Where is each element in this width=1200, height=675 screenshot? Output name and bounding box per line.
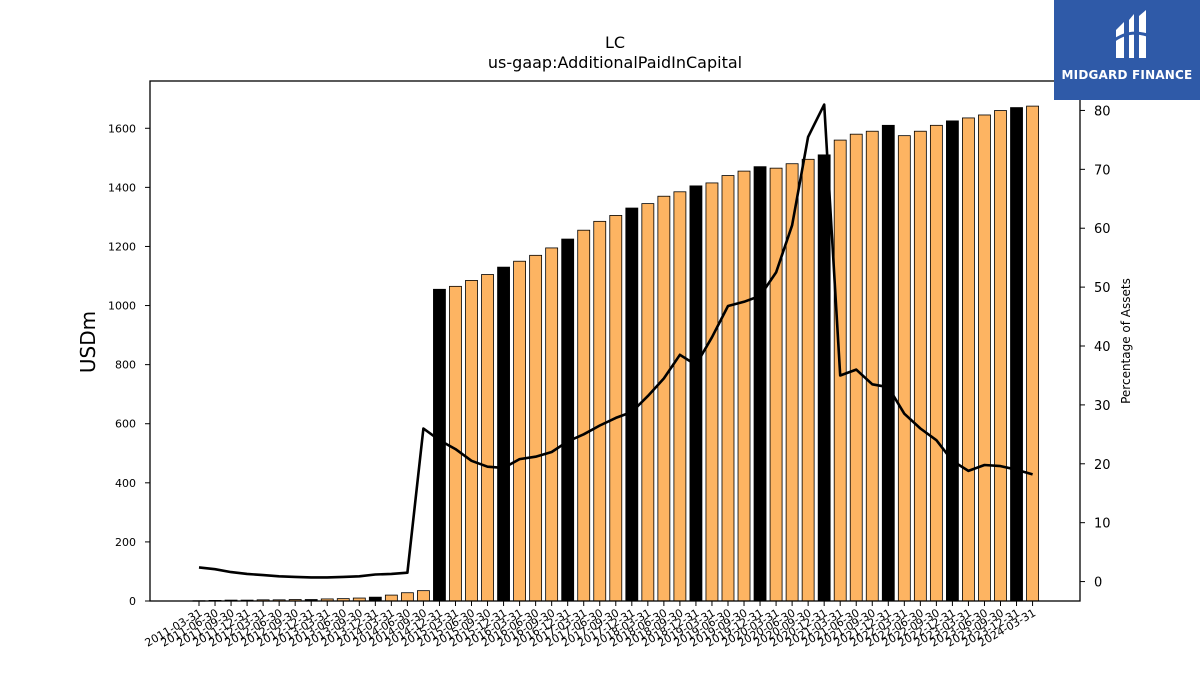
bar-2016-09-30 [545,247,559,602]
y-tick-label: 400 [115,477,136,490]
y-tick-label: 1600 [108,122,136,135]
bar-2023-12-31 [1010,107,1023,602]
y-tick-label: 1400 [108,181,136,194]
y-axis-left: 0 200 400 600 800 1000 1200 1400 1600 [108,122,150,608]
bar-2015-09-30 [481,274,494,602]
plot-frame [149,80,1081,602]
bar-2023-09-30 [994,110,1007,602]
bar-2021-09-30 [865,130,879,602]
brand-logo: MIDGARD FINANCE [1054,0,1200,100]
bar-2016-12-31 [561,238,575,602]
bar-2022-09-30 [929,124,943,602]
bar-2017-03-31 [577,229,591,602]
bars-group [192,105,1039,602]
y2-tick-label: 60 [1094,222,1111,237]
bar-2015-03-31 [449,285,462,602]
bar-2018-12-31 [689,185,703,602]
bar-2020-06-30 [785,163,799,602]
bar-2024-03-31 [1026,105,1039,602]
bar-2015-12-31 [497,266,510,602]
bar-2016-03-31 [513,260,526,602]
chart-title: LC [605,33,625,52]
y2-tick-label: 50 [1094,281,1111,296]
bar-2014-06-30 [400,592,414,602]
bar-2020-12-31 [817,154,831,602]
x-axis: 2011-03-312011-06-302011-09-302011-12-31… [143,601,1038,650]
y2-tick-label: 20 [1094,458,1111,473]
y-tick-label: 800 [115,359,136,372]
y-axis-label: USDm [76,311,100,373]
bar-2022-03-31 [897,135,911,602]
y-axis-right: 0 10 20 30 40 50 60 70 80 [1080,104,1111,591]
bar-2020-09-30 [801,158,815,602]
y2-tick-label: 10 [1094,517,1111,532]
bar-2023-03-31 [962,117,975,602]
bar-2014-03-31 [384,594,398,602]
bar-2021-12-31 [881,124,895,602]
y2-tick-label: 40 [1094,340,1111,355]
bar-2018-06-30 [657,195,671,602]
percentage-of-assets-line [198,103,1033,579]
bar-2018-09-30 [673,191,687,602]
bar-2017-12-31 [625,207,639,602]
bar-2017-06-30 [593,220,607,602]
bar-2021-06-30 [849,133,863,602]
bar-2019-06-30 [721,175,735,602]
bar-2016-06-30 [529,254,543,602]
bar-2019-09-30 [737,170,751,602]
bar-2015-06-30 [465,280,478,602]
y-tick-label: 0 [129,595,136,608]
y-tick-label: 600 [115,418,136,431]
chart-subtitle: us-gaap:AdditionalPaidInCapital [488,53,742,72]
bar-2019-12-31 [753,166,767,602]
y2-tick-label: 80 [1094,104,1111,119]
bar-2017-09-30 [609,215,623,602]
bar-2023-06-30 [978,114,991,602]
bar-2014-12-31 [433,288,446,602]
y-tick-label: 1000 [108,300,136,313]
brand-name: MIDGARD FINANCE [1061,68,1193,82]
y2-tick-label: 0 [1094,576,1102,591]
y2-tick-label: 30 [1094,399,1111,414]
y2-tick-label: 70 [1094,163,1111,178]
y-tick-label: 1200 [108,240,136,253]
y-tick-label: 200 [115,536,136,549]
bar-2022-12-31 [946,120,959,602]
bar-2022-06-30 [913,130,927,602]
bar-2014-09-30 [417,590,430,602]
bar-2020-03-31 [769,167,783,602]
bar-2019-03-31 [705,182,719,602]
midgard-m-logo-icon [1111,10,1151,58]
bar-2018-03-31 [641,203,655,602]
y2-axis-label: Percentage of Assets [1119,278,1133,404]
